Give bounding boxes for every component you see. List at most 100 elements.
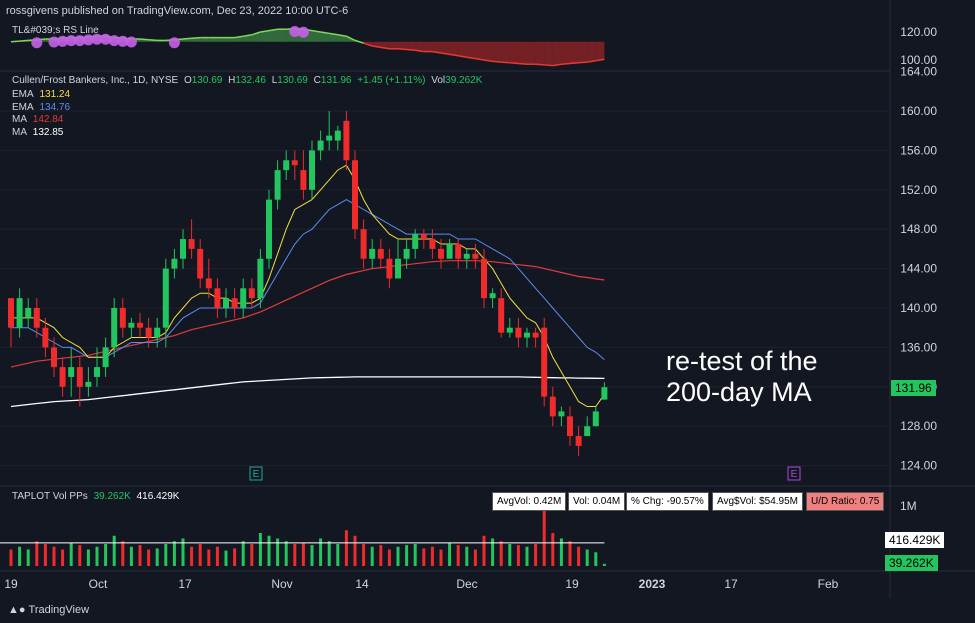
volume-bar xyxy=(164,544,168,566)
rs-line-segment xyxy=(578,61,588,64)
indicator-legend-ema-fast[interactable]: EMA 131.24 xyxy=(12,89,73,100)
candle-body xyxy=(8,298,14,328)
symbol-legend[interactable]: Cullen/Frost Bankers, Inc., 1D, NYSE O13… xyxy=(12,75,485,86)
volume-legend[interactable]: TAPLOT Vol PPs 39.262K 416.429K xyxy=(12,491,182,502)
candle-body xyxy=(592,411,599,427)
volume-bar xyxy=(379,545,383,566)
earnings-marker[interactable]: E xyxy=(787,466,801,481)
indicator-legend-ma-long[interactable]: MA 132.85 xyxy=(12,127,66,138)
volume-bar xyxy=(551,533,555,566)
candle-body xyxy=(386,258,393,279)
volume-bar xyxy=(568,541,572,566)
candle-body xyxy=(326,135,333,141)
rs-area-segment xyxy=(492,41,502,63)
candle-body xyxy=(274,170,281,200)
indicator-value: 134.76 xyxy=(39,102,71,113)
volume-bar xyxy=(310,545,314,566)
candle-body xyxy=(205,278,212,289)
rs-line-segment xyxy=(595,58,605,62)
candle-body xyxy=(524,332,530,338)
candle-body xyxy=(558,411,565,417)
candle-body xyxy=(455,243,462,259)
candle-body xyxy=(128,322,135,328)
rs-line-segment xyxy=(372,45,381,49)
volume-bar xyxy=(301,542,305,566)
volume-avg: 416.429K xyxy=(136,491,180,502)
indicator-legend-ma-mid[interactable]: MA 142.84 xyxy=(12,114,66,125)
rs-area-segment xyxy=(578,41,588,63)
rs-area-segment xyxy=(484,41,493,62)
volume-tick-label: 1M xyxy=(900,499,917,513)
candle-body xyxy=(240,288,247,308)
candle-body xyxy=(601,387,608,400)
volume-bar xyxy=(86,549,90,566)
rs-line-segment xyxy=(406,48,416,51)
volume-bar xyxy=(413,544,417,566)
rs-line-segment xyxy=(260,29,270,33)
volume-bar xyxy=(319,538,323,566)
price-axis[interactable]: 164.00 160.00 156.00 152.00 148.00 144.00 140.… xyxy=(900,65,937,473)
rs-area-segment xyxy=(277,29,287,42)
stat-avg-vol: AvgVol: 0.42M xyxy=(492,492,567,511)
candle-body xyxy=(25,308,32,318)
volume-bar xyxy=(353,535,357,566)
low-label: L xyxy=(271,75,278,86)
rs-area-segment xyxy=(269,29,278,42)
candle-body xyxy=(412,234,419,249)
price-tick-label: 160.00 xyxy=(900,104,937,118)
tradingview-brand[interactable]: ▲● TradingView xyxy=(8,604,89,616)
volume-bar xyxy=(35,541,39,566)
candle-body xyxy=(266,199,272,259)
candle-body xyxy=(403,248,410,259)
volume-bar xyxy=(69,542,73,566)
rs-area-segment xyxy=(501,41,510,63)
volume-label: TAPLOT Vol PPs xyxy=(12,491,88,502)
rs-area-segment xyxy=(561,41,570,65)
candle-body xyxy=(231,298,238,308)
indicator-name: MA xyxy=(12,114,27,125)
svg-text:E: E xyxy=(253,469,260,480)
volume-bar xyxy=(344,530,348,566)
volume-bar xyxy=(456,545,460,566)
time-tick-label: 19 xyxy=(565,577,579,591)
candle-body xyxy=(16,298,23,328)
price-tick-label: 148.00 xyxy=(900,222,937,236)
high-value: 132.46 xyxy=(235,75,266,86)
stat-avg-dollar-vol: Avg$Vol: $54.95M xyxy=(712,492,803,511)
candle-body xyxy=(188,239,195,249)
indicator-legend-ema-slow[interactable]: EMA 134.76 xyxy=(12,102,73,113)
rs-line-segment xyxy=(415,49,424,53)
price-tick-label: 128.00 xyxy=(900,419,937,433)
volume-bar xyxy=(473,549,477,566)
candle-body xyxy=(214,288,221,308)
tradingview-logo-icon: ▲● xyxy=(8,604,26,616)
candle-body xyxy=(283,160,290,171)
volume-bar xyxy=(258,533,262,566)
volume-bar xyxy=(525,546,529,566)
rs-line-segment xyxy=(458,55,467,58)
candle-body xyxy=(309,150,315,190)
volume-bar xyxy=(422,548,426,566)
candle-body xyxy=(137,322,143,328)
candle-body xyxy=(472,253,479,259)
volume-bar xyxy=(482,535,486,566)
annotation-line: re-test of the xyxy=(666,346,818,376)
close-value: 131.96 xyxy=(320,75,352,86)
volume-bar xyxy=(577,546,581,566)
volume-bar xyxy=(559,538,563,566)
volume-bar xyxy=(215,546,219,566)
volume-bar xyxy=(172,541,176,566)
rs-line-segment xyxy=(363,42,373,47)
earnings-marker[interactable]: E xyxy=(249,466,263,481)
price-tick-label: 140.00 xyxy=(900,301,937,315)
time-tick-label: Oct xyxy=(89,577,108,591)
annotation-line: 200-day MA xyxy=(666,377,812,407)
time-axis[interactable]: 19 Oct 17 Nov 14 Dec 19 2023 17 Feb xyxy=(4,577,838,591)
volume-bar xyxy=(542,508,546,566)
rs-line-segment xyxy=(544,64,553,67)
volume-value: 39.262K xyxy=(93,491,131,502)
symbol-name[interactable]: Cullen/Frost Bankers, Inc., 1D, NYSE xyxy=(12,75,179,86)
candle-body xyxy=(248,288,255,299)
